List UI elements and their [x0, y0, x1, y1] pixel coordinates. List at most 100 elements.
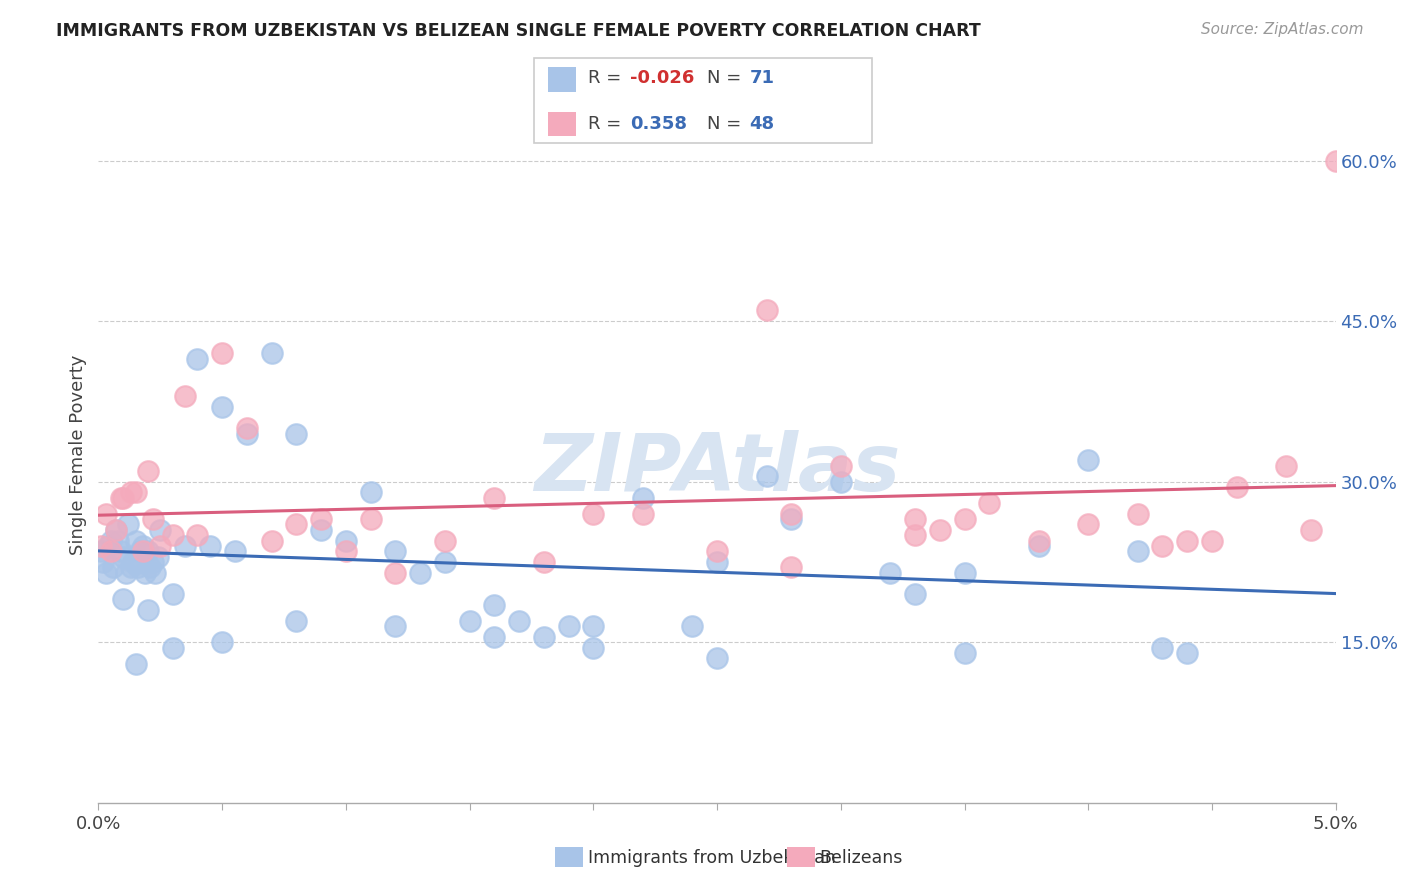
Point [433, 533, 456, 548]
Point [100, 533, 122, 548]
Point [1201, 533, 1223, 548]
Point [384, 619, 406, 633]
Point [631, 507, 654, 521]
Point [107, 533, 129, 548]
Point [149, 523, 172, 537]
Point [1275, 458, 1298, 473]
Point [136, 544, 159, 558]
Point [143, 566, 166, 580]
Point [335, 533, 357, 548]
Text: -0.026: -0.026 [630, 69, 695, 87]
Point [162, 528, 184, 542]
Point [953, 566, 976, 580]
Y-axis label: Single Female Poverty: Single Female Poverty [69, 355, 87, 555]
Point [830, 458, 852, 473]
Point [1152, 539, 1174, 553]
Point [136, 603, 159, 617]
Point [142, 512, 165, 526]
Point [384, 566, 406, 580]
Point [124, 657, 146, 671]
Point [508, 614, 530, 628]
Point [928, 523, 950, 537]
Point [1175, 533, 1198, 548]
Point [103, 560, 125, 574]
Text: R =: R = [588, 69, 627, 87]
Point [706, 651, 728, 665]
Point [1077, 517, 1099, 532]
Point [124, 533, 146, 548]
Point [979, 496, 1001, 510]
Point [1028, 539, 1050, 553]
Text: ZIPAtlas: ZIPAtlas [534, 430, 900, 508]
Point [124, 485, 146, 500]
Point [132, 539, 155, 553]
Point [129, 544, 152, 558]
Point [1028, 533, 1050, 548]
Point [100, 544, 122, 558]
Point [104, 523, 127, 537]
Point [780, 507, 803, 521]
Point [97, 539, 120, 553]
Point [174, 389, 197, 403]
Point [285, 614, 308, 628]
Point [335, 544, 357, 558]
Point [162, 640, 184, 655]
Point [582, 619, 605, 633]
Point [1299, 523, 1322, 537]
Point [120, 485, 142, 500]
Point [236, 426, 259, 441]
Point [755, 303, 778, 318]
Text: 48: 48 [749, 115, 775, 133]
Point [1152, 640, 1174, 655]
Point [706, 544, 728, 558]
Point [134, 566, 156, 580]
Point [104, 523, 127, 537]
Point [360, 485, 382, 500]
Point [484, 630, 506, 644]
Point [484, 491, 506, 505]
Point [953, 512, 976, 526]
Point [112, 549, 135, 564]
Point [557, 619, 579, 633]
Point [582, 507, 605, 521]
Point [146, 549, 169, 564]
Point [211, 635, 233, 649]
Point [458, 614, 481, 628]
Point [409, 566, 432, 580]
Point [260, 346, 283, 360]
Point [211, 400, 233, 414]
Point [139, 560, 162, 574]
Point [953, 646, 976, 660]
Point [120, 560, 142, 574]
Point [186, 351, 208, 366]
Point [110, 491, 132, 505]
Point [1226, 480, 1249, 494]
Point [186, 528, 208, 542]
Point [681, 619, 703, 633]
Point [1126, 544, 1149, 558]
Point [631, 491, 654, 505]
Point [755, 469, 778, 483]
Point [132, 544, 155, 558]
Point [384, 544, 406, 558]
Point [90, 539, 112, 553]
Point [236, 421, 259, 435]
Point [904, 512, 927, 526]
Text: IMMIGRANTS FROM UZBEKISTAN VS BELIZEAN SINGLE FEMALE POVERTY CORRELATION CHART: IMMIGRANTS FROM UZBEKISTAN VS BELIZEAN S… [56, 22, 981, 40]
Point [879, 566, 901, 580]
Text: N =: N = [707, 115, 747, 133]
Point [198, 539, 221, 553]
Point [830, 475, 852, 489]
Point [309, 523, 332, 537]
Point [533, 630, 555, 644]
Point [1175, 646, 1198, 660]
Point [110, 544, 132, 558]
Point [127, 560, 149, 574]
Point [112, 592, 135, 607]
Point [174, 539, 197, 553]
Point [706, 555, 728, 569]
Point [162, 587, 184, 601]
Point [142, 555, 165, 569]
Point [1126, 507, 1149, 521]
Text: R =: R = [588, 115, 633, 133]
